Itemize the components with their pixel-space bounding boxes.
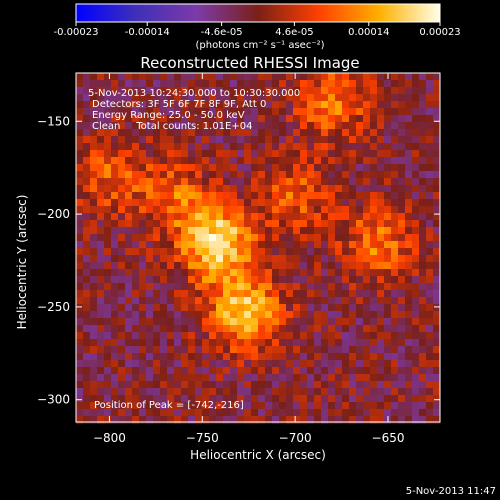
y-tick-label: −150 [37, 114, 70, 128]
y-axis-label: Heliocentric Y (arcsec) [15, 195, 29, 330]
colorbar-tick-label: -0.00023 [54, 27, 99, 38]
colorbar-units: (photons cm⁻² s⁻¹ asec⁻²) [195, 40, 324, 51]
x-tick-label: −700 [279, 431, 312, 445]
annotation-clean: Clean Total counts: 1.01E+04 [92, 121, 252, 132]
y-tick-label: −200 [37, 207, 70, 221]
x-tick-label: −800 [93, 431, 126, 445]
y-axis-ticks: −150 −200 −250 −300 [37, 114, 440, 407]
x-axis-ticks: −800 −750 −700 −650 [93, 73, 405, 445]
y-tick-label: −250 [37, 300, 70, 314]
x-tick-label: −750 [186, 431, 219, 445]
colorbar-tick-label: 0.00014 [348, 27, 389, 38]
footer-timestamp: 5-Nov-2013 11:47 [406, 486, 496, 497]
colorbar-tick-label: 0.00023 [419, 27, 460, 38]
y-tick-label: −300 [37, 393, 70, 407]
annotation-peak-position: Position of Peak = [-742,-216] [94, 400, 244, 411]
colorbar [75, 3, 441, 23]
colorbar-tick-label: 4.6e-05 [275, 27, 313, 38]
chart-title: Reconstructed RHESSI Image [140, 54, 359, 72]
x-axis-label: Heliocentric X (arcsec) [190, 448, 326, 462]
plot-frame [75, 72, 441, 423]
heatmap-plot-area [76, 73, 441, 424]
colorbar-tick-label: -4.6e-05 [201, 27, 243, 38]
annotation-detectors: Detectors: 3F 5F 6F 7F 8F 9F, Att 0 [92, 99, 266, 110]
colorbar-ticks: -0.00023 -0.00014 -4.6e-05 4.6e-05 0.00014 0.… [54, 22, 461, 38]
annotation-time: 5-Nov-2013 10:24:30.000 to 10:30:30.000 [88, 88, 300, 99]
x-tick-label: −650 [372, 431, 405, 445]
colorbar-tick-label: -0.00014 [125, 27, 170, 38]
annotation-energy: Energy Range: 25.0 - 50.0 keV [92, 110, 245, 121]
